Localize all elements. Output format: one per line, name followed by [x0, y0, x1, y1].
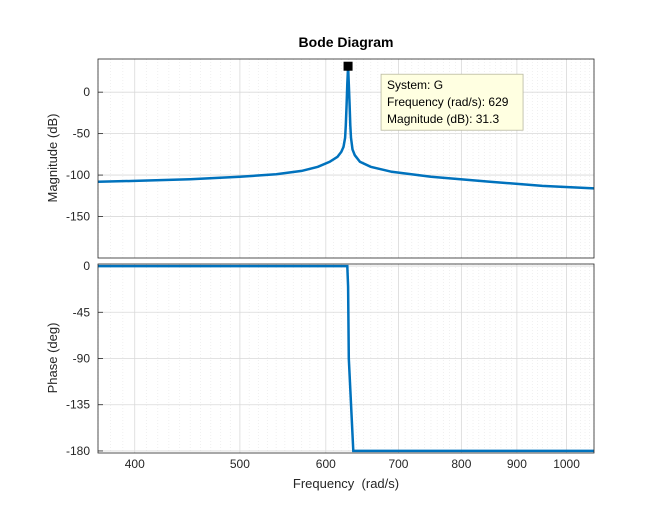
phase-axes[interactable]: 0 -45 -90 -135 -180	[66, 259, 595, 458]
phase-x-ticks: 400 500 600 700 800 900 1000	[125, 457, 580, 471]
magnitude-ytick-label: -150	[66, 210, 90, 224]
magnitude-ytick-label: 0	[83, 85, 90, 99]
magnitude-y-ticks: 0 -50 -100 -150	[66, 85, 103, 224]
phase-y-label: Phase (deg)	[45, 323, 60, 394]
phase-series-line[interactable]	[98, 264, 594, 453]
x-tick-label: 800	[451, 457, 471, 471]
x-tick-label: 500	[230, 457, 250, 471]
datatip-magnitude-line: Magnitude (dB): 31.3	[387, 112, 499, 126]
phase-ytick-label: 0	[83, 259, 90, 273]
phase-y-ticks: 0 -45 -90 -135 -180	[66, 259, 103, 458]
phase-ytick-label: -135	[66, 398, 90, 412]
datatip-marker[interactable]	[343, 61, 353, 71]
x-tick-label: 1000	[553, 457, 580, 471]
phase-ytick-label: -90	[73, 352, 91, 366]
phase-ytick-label: -180	[66, 444, 90, 458]
magnitude-ytick-label: -50	[73, 127, 91, 141]
x-tick-label: 400	[125, 457, 145, 471]
x-tick-label: 700	[388, 457, 408, 471]
magnitude-ytick-label: -100	[66, 168, 90, 182]
x-axis-label: Frequency (rad/s)	[293, 476, 399, 491]
datatip-box	[380, 73, 524, 131]
chart-title: Bode Diagram	[299, 34, 394, 50]
datatip[interactable]: System: G Frequency (rad/s): 629 Magnitu…	[343, 61, 524, 131]
datatip-frequency-line: Frequency (rad/s): 629	[387, 95, 509, 109]
phase-ytick-label: -45	[73, 305, 91, 319]
magnitude-series-line[interactable]	[97, 66, 595, 190]
datatip-system-line: System: G	[387, 78, 443, 92]
magnitude-y-label: Magnitude (dB)	[45, 114, 60, 203]
x-tick-label: 900	[507, 457, 527, 471]
x-tick-label: 600	[316, 457, 336, 471]
